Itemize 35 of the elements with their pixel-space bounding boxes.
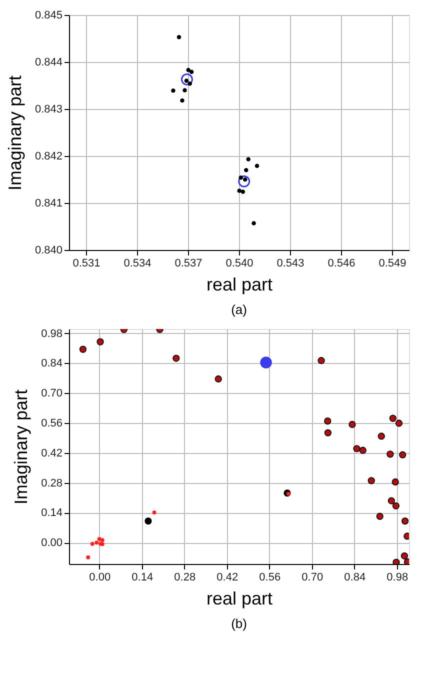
x-tick-label: 0.84 bbox=[344, 572, 366, 584]
x-tick-label: 0.42 bbox=[216, 572, 238, 584]
y-axis-title: Imaginary part bbox=[4, 75, 25, 191]
y-tick-label: 0.841 bbox=[34, 198, 62, 210]
x-tick-label: 0.28 bbox=[174, 572, 196, 584]
y-tick-label: 0.844 bbox=[34, 56, 62, 68]
y-tick-label: 0.840 bbox=[34, 244, 62, 256]
x-axis-title: real part bbox=[206, 274, 273, 294]
y-tick-label: 0.42 bbox=[41, 447, 62, 460]
x-tick-label: 0.549 bbox=[378, 258, 406, 270]
y-tick-label: 0.843 bbox=[34, 104, 62, 116]
x-tick-label: 0.70 bbox=[302, 572, 324, 584]
x-axis-title: real part bbox=[206, 588, 273, 608]
x-tick-label: 0.98 bbox=[386, 572, 408, 584]
y-tick-label: 0.00 bbox=[41, 537, 62, 550]
x-tick-label: 0.546 bbox=[328, 258, 356, 270]
x-tick-label: 0.531 bbox=[72, 258, 100, 270]
x-tick-label: 0.540 bbox=[226, 258, 254, 270]
x-tick-label: 0.56 bbox=[259, 572, 281, 584]
text: (b) bbox=[231, 616, 247, 631]
x-tick-label: 0.543 bbox=[276, 258, 304, 270]
x-tick-label: 0.14 bbox=[132, 572, 154, 584]
x-tick-label: 0.534 bbox=[124, 258, 152, 270]
y-tick-label: 0.70 bbox=[41, 388, 62, 400]
y-tick-label: 0.98 bbox=[41, 328, 62, 340]
y-axis-title: Imaginary part bbox=[11, 389, 32, 505]
y-tick-label: 0.14 bbox=[41, 507, 62, 520]
y-tick-label: 0.84 bbox=[41, 358, 62, 370]
x-tick-label: 0.537 bbox=[174, 258, 202, 270]
y-tick-label: 0.845 bbox=[34, 10, 62, 22]
y-tick-label: 0.56 bbox=[41, 418, 62, 430]
text: (a) bbox=[231, 302, 247, 317]
y-tick-label: 0.842 bbox=[34, 150, 62, 162]
x-tick-label: 0.00 bbox=[89, 572, 111, 584]
y-tick-label: 0.28 bbox=[41, 477, 62, 490]
